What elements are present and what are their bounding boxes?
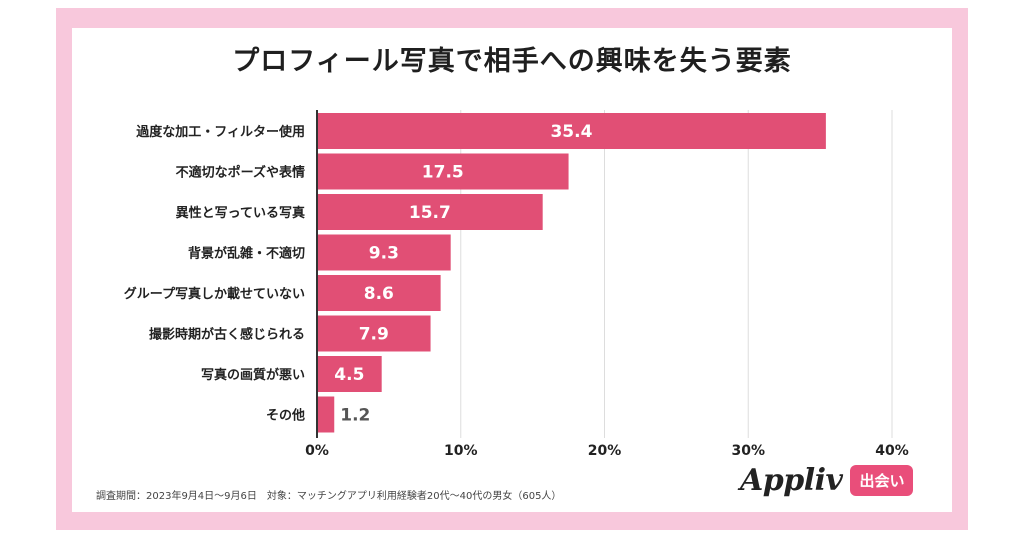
data-label: 35.4: [550, 122, 592, 142]
category-label: 異性と写っている写真: [176, 205, 305, 221]
bar: [317, 396, 335, 433]
x-tick-label: 30%: [731, 443, 765, 459]
bar: [317, 113, 826, 149]
bar: [317, 275, 441, 311]
category-label: 過度な加工・フィルター使用: [135, 124, 305, 140]
x-tick-label: 0%: [305, 443, 329, 459]
chart-title: プロフィール写真で相手への興味を失う要素: [232, 46, 792, 77]
category-label: 背景が乱雑・不適切: [188, 246, 305, 262]
bar-chart: 過度な加工・フィルター使用 35.4 不適切なポーズや表情 17.5 異性と写っている写…: [124, 110, 909, 459]
data-label: 7.9: [359, 325, 389, 345]
bar: [317, 234, 451, 271]
logo-text: Appliv: [740, 462, 843, 498]
survey-footnote: 調査期間：2023年9月4日〜9月6日 対象：マッチングアプリ利用経験者20代〜…: [96, 491, 562, 502]
x-tick-label: 20%: [588, 443, 622, 459]
data-label: 4.5: [334, 365, 364, 385]
category-label: グループ写真しか載せていない: [124, 286, 305, 302]
x-tick-label: 40%: [875, 443, 909, 459]
chart-panel: [72, 28, 952, 512]
category-label: 写真の画質が悪い: [201, 367, 305, 383]
data-label: 9.3: [369, 244, 399, 264]
bar: [317, 194, 543, 230]
data-label: 15.7: [409, 203, 451, 223]
bar: [317, 356, 382, 392]
category-label: その他: [266, 408, 305, 424]
appliv-logo: Appliv 出会い: [740, 462, 914, 498]
bar: [317, 153, 569, 190]
data-label: 8.6: [364, 284, 394, 304]
data-label: 1.2: [340, 406, 370, 426]
category-label: 不適切なポーズや表情: [176, 165, 305, 181]
logo-badge: 出会い: [850, 464, 914, 496]
x-tick-label: 10%: [444, 443, 478, 459]
data-label: 17.5: [422, 163, 464, 183]
category-label: 撮影時期が古く感じられる: [149, 327, 305, 343]
bar: [317, 315, 431, 352]
